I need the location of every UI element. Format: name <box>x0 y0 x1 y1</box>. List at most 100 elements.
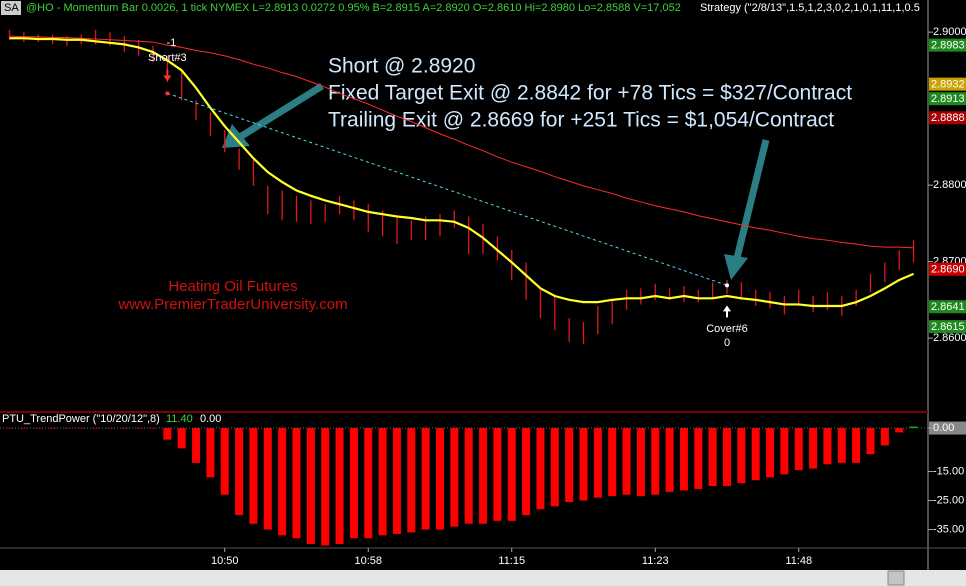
indicator-line <box>9 37 914 308</box>
histogram-bar <box>349 428 358 539</box>
scrollbar-thumb[interactable] <box>887 570 905 586</box>
scrollbar[interactable] <box>0 570 966 586</box>
trade-arrow <box>163 69 172 82</box>
price-marker-label: 2.8641 <box>931 301 965 313</box>
histogram-bar <box>235 428 244 516</box>
histogram-bar <box>751 428 760 481</box>
watermark: www.PremierTraderUniversity.com <box>117 296 347 313</box>
y-tick-label: -25.00 <box>933 494 964 506</box>
symbol-label: SA <box>4 2 19 14</box>
histogram-bar <box>550 428 559 507</box>
price-marker-label: 2.8932 <box>931 79 965 91</box>
price-marker <box>929 77 966 91</box>
price-marker <box>929 320 966 334</box>
histogram-bar <box>895 428 904 433</box>
histogram-bar <box>493 428 502 521</box>
histogram-bar <box>263 428 272 530</box>
trade-label: Cover#6 <box>706 323 748 335</box>
histogram-bar <box>249 428 258 524</box>
symbol-box <box>1 1 21 15</box>
histogram-bar <box>464 428 473 524</box>
histogram-bar <box>694 428 703 489</box>
y-tick-label: 2.8600 <box>933 332 966 344</box>
histogram-bar <box>708 428 717 487</box>
histogram-bar <box>608 428 617 497</box>
indicator-line <box>9 35 914 249</box>
histogram-bar <box>780 428 789 475</box>
histogram-bar <box>479 428 488 524</box>
arrow-head <box>222 124 250 148</box>
histogram-bar <box>19 428 28 429</box>
price-marker <box>929 38 966 52</box>
y-tick-label: -35.00 <box>933 523 964 535</box>
indicator-title: PTU_TrendPower ("10/20/12",8) <box>2 413 160 425</box>
arrow-head <box>724 254 748 280</box>
histogram-bar <box>149 428 157 429</box>
quote-line: @HO - Momentum Bar 0.0026, 1 tick NYMEX … <box>26 2 681 14</box>
price-marker-label: 2.8913 <box>931 93 965 105</box>
histogram-bar <box>823 428 832 465</box>
indicator-readout: 0.00 <box>200 413 221 425</box>
histogram-bar <box>565 428 574 502</box>
histogram-bar <box>636 428 645 497</box>
histogram-bar <box>192 428 201 463</box>
strategy-line: Strategy ("2/8/13",1.5,1,2,3,0,2,1,0,1,1… <box>700 2 920 14</box>
trade-label: Short#3 <box>148 52 187 64</box>
histogram-bar <box>62 428 71 429</box>
histogram-bar <box>91 428 100 429</box>
x-tick-label: 11:23 <box>642 555 669 567</box>
price-marker <box>929 92 966 106</box>
histogram-bar <box>392 428 401 534</box>
y-tick-label: 2.8800 <box>933 179 966 191</box>
trade-marker <box>725 283 729 288</box>
histogram-bar <box>306 428 315 545</box>
trade-qty: 0 <box>724 337 730 349</box>
histogram-bar <box>134 428 143 429</box>
price-marker-label: 2.8615 <box>931 321 965 333</box>
histogram-bar <box>450 428 459 527</box>
histogram-bar <box>206 428 215 478</box>
histogram-bar <box>292 428 301 539</box>
histogram-bar <box>880 428 889 446</box>
histogram-bar <box>579 428 588 501</box>
histogram-bar <box>105 428 114 429</box>
price-marker-label: 2.8690 <box>931 264 965 276</box>
x-tick-label: 10:58 <box>354 555 382 567</box>
x-tick-label: 11:48 <box>785 555 812 567</box>
trade-arrow <box>723 305 731 318</box>
histogram-bar <box>651 428 660 495</box>
histogram-bar <box>794 428 803 471</box>
arrow-shaft <box>238 83 324 140</box>
histogram-bar <box>220 428 229 495</box>
x-tick-label: 10:50 <box>211 555 239 567</box>
histogram-bar <box>837 428 846 463</box>
histogram-bar <box>407 428 416 533</box>
price-marker <box>929 262 966 276</box>
histogram-bar <box>335 428 344 545</box>
indicator-readout: 11.40 <box>166 413 193 425</box>
histogram-bar <box>34 428 43 429</box>
histogram-bar <box>723 428 731 487</box>
histogram-bar <box>278 428 287 536</box>
price-marker-label: 2.8983 <box>931 40 965 52</box>
histogram-bar <box>5 428 14 429</box>
histogram-bar <box>436 428 444 530</box>
histogram-bar <box>177 428 186 449</box>
histogram-bar <box>809 428 818 469</box>
histogram-bar <box>737 428 746 484</box>
histogram-bar <box>622 428 631 495</box>
price-marker <box>929 111 966 125</box>
histogram-bar <box>679 428 688 491</box>
trade-qty: -1 <box>166 37 176 49</box>
histogram-bar <box>48 428 57 429</box>
histogram-bar <box>852 428 861 463</box>
histogram-bar <box>378 428 387 536</box>
histogram-bar <box>120 428 129 429</box>
histogram-bar <box>364 428 373 539</box>
annotation: Short @ 2.8920 <box>328 55 475 78</box>
histogram-bar <box>163 428 172 440</box>
callout-arrows <box>222 83 770 280</box>
histogram-bar <box>321 428 330 546</box>
trade-marker <box>165 91 170 96</box>
